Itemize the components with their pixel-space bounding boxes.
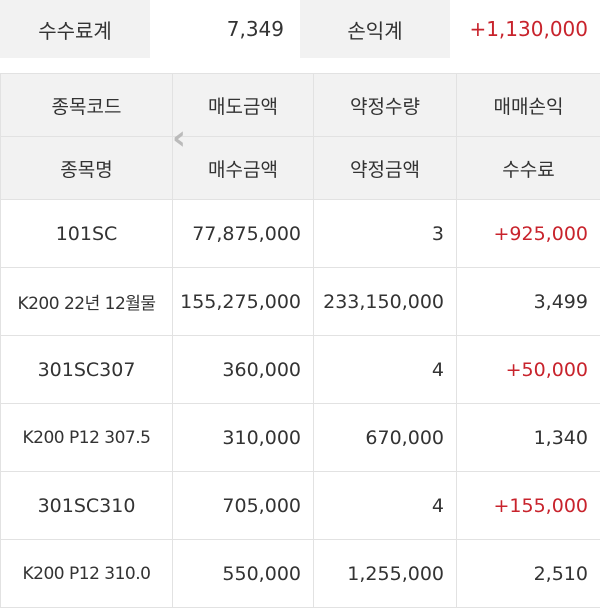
fee-cell: 3,499 [457, 268, 600, 336]
code-cell: 301SC307 [1, 336, 173, 404]
name-cell: K200 22년 12월물 [1, 268, 173, 336]
sell-amount-cell: 77,875,000 [173, 200, 314, 268]
name-cell: K200 P12 307.5 [1, 404, 173, 472]
table-row[interactable]: 301SC310 705,000 4 +155,000 [1, 472, 600, 540]
sell-amount-cell: 705,000 [173, 472, 314, 540]
buy-amount-cell: 550,000 [173, 540, 314, 608]
header-pl: 매매손익 [457, 74, 600, 137]
qty-cell: 3 [314, 200, 457, 268]
contract-amount-cell: 1,255,000 [314, 540, 457, 608]
header-row-2: 종목명 매수금액 약정금액 수수료 [1, 137, 600, 200]
contract-amount-cell: 670,000 [314, 404, 457, 472]
table-row[interactable]: K200 P12 307.5 310,000 670,000 1,340 [1, 404, 600, 472]
header-sell-amount: 매도금액 [173, 74, 314, 137]
pl-total-value: +1,130,000 [450, 0, 600, 58]
header-name: 종목명 [1, 137, 173, 200]
pl-cell: +925,000 [457, 200, 600, 268]
buy-amount-cell: 310,000 [173, 404, 314, 472]
name-cell: K200 P12 310.0 [1, 540, 173, 608]
buy-amount-cell: 155,275,000 [173, 268, 314, 336]
qty-cell: 4 [314, 472, 457, 540]
summary-bar: 수수료계 7,349 손익계 +1,130,000 [0, 0, 600, 58]
fee-total-label: 수수료계 [0, 0, 150, 58]
sell-amount-cell: 360,000 [173, 336, 314, 404]
pl-cell: +50,000 [457, 336, 600, 404]
table-row[interactable]: 301SC307 360,000 4 +50,000 [1, 336, 600, 404]
chevron-left-icon[interactable]: ‹ [172, 118, 186, 158]
header-code: 종목코드 [1, 74, 173, 137]
fee-total-value: 7,349 [150, 0, 300, 58]
table-row[interactable]: K200 22년 12월물 155,275,000 233,150,000 3,… [1, 268, 600, 336]
fee-cell: 1,340 [457, 404, 600, 472]
table-row[interactable]: K200 P12 310.0 550,000 1,255,000 2,510 [1, 540, 600, 608]
pl-total-label: 손익계 [300, 0, 450, 58]
header-fee: 수수료 [457, 137, 600, 200]
header-qty: 약정수량 [314, 74, 457, 137]
qty-cell: 4 [314, 336, 457, 404]
contract-amount-cell: 233,150,000 [314, 268, 457, 336]
header-row-1: 종목코드 매도금액 약정수량 매매손익 [1, 74, 600, 137]
table-row[interactable]: 101SC 77,875,000 3 +925,000 [1, 200, 600, 268]
fee-cell: 2,510 [457, 540, 600, 608]
code-cell: 301SC310 [1, 472, 173, 540]
header-contract-amount: 약정금액 [314, 137, 457, 200]
trade-table: 종목코드 매도금액 약정수량 매매손익 종목명 매수금액 약정금액 수수료 10… [0, 73, 600, 608]
code-cell: 101SC [1, 200, 173, 268]
pl-cell: +155,000 [457, 472, 600, 540]
header-buy-amount: 매수금액 [173, 137, 314, 200]
